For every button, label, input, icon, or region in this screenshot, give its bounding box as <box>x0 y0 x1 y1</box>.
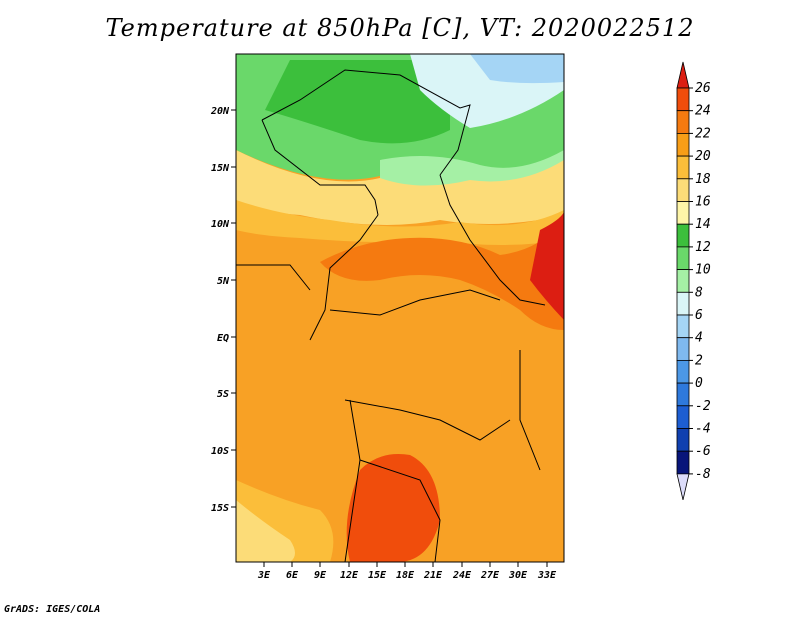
orange-hot-band <box>320 220 564 330</box>
grads-credit: GrADS: IGES/COLA <box>4 604 101 615</box>
colorbar-label: 0 <box>695 376 703 391</box>
lon-label: 18E <box>396 570 415 581</box>
colorbar-segment <box>676 87 690 112</box>
lon-label: 9E <box>314 570 327 581</box>
colorbar-segment <box>676 132 690 157</box>
light-blue-region <box>470 54 564 84</box>
colorbar-segment <box>676 473 690 500</box>
lon-axis: 3E 6E 9E 12E 15E 18E 21E 24E 27E 30E 33E <box>257 562 557 581</box>
chart-title: Temperature at 850hPa [C], VT: 202002251… <box>105 14 695 42</box>
colorbar-segment <box>676 428 690 452</box>
colorbar-segment <box>676 314 690 339</box>
lat-label: 10N <box>211 219 230 230</box>
lon-label: 33E <box>537 570 557 581</box>
colorbar-label: 6 <box>695 308 703 323</box>
colorbar-label: 24 <box>695 104 711 119</box>
lon-label: 6E <box>286 570 299 581</box>
lon-label: 15E <box>368 570 387 581</box>
colorbar-label: -2 <box>695 399 711 414</box>
red-hot-south <box>346 454 440 562</box>
colorbar-segment <box>676 61 690 89</box>
colorbar-label: 16 <box>695 195 711 210</box>
lon-label: 24E <box>452 570 472 581</box>
colorbar-label: 8 <box>695 285 703 300</box>
lon-label: 12E <box>340 570 359 581</box>
colorbar-label: 10 <box>695 263 711 278</box>
lat-label: 15N <box>211 163 230 174</box>
lon-label: 30E <box>508 570 528 581</box>
colorbar-segment <box>676 155 690 180</box>
colorbar-segment <box>676 359 690 384</box>
lon-label: 3E <box>257 570 271 581</box>
map-panel <box>236 54 564 563</box>
yellow-band <box>236 150 564 225</box>
colorbar-label: 2 <box>695 353 703 368</box>
lon-label: 27E <box>480 570 500 581</box>
country-borders <box>236 69 546 563</box>
colorbar-label: 4 <box>695 331 703 346</box>
colorbar-label: -8 <box>695 467 711 482</box>
colorbar-label: 20 <box>695 149 711 164</box>
lat-label: EQ <box>217 333 229 344</box>
colorbar-segment <box>676 269 690 293</box>
lat-label: 10S <box>211 446 229 457</box>
colorbar-label: -4 <box>695 422 711 437</box>
colorbar-segment <box>676 382 690 407</box>
colorbar-label: 18 <box>695 172 711 187</box>
colorbar-segment <box>676 450 690 475</box>
colorbar-label: 26 <box>695 81 711 96</box>
lon-label: 21E <box>423 570 443 581</box>
lat-axis: 20N 15N 10N 5N EQ 5S 10S 15S <box>210 106 236 514</box>
lat-label: 5S <box>217 389 229 400</box>
lat-label: 20N <box>210 106 230 117</box>
colorbar-segment <box>676 337 690 361</box>
light-orange-band <box>236 200 564 245</box>
lat-label: 15S <box>211 503 229 514</box>
colorbar-segment <box>676 201 690 225</box>
map-border <box>235 53 565 563</box>
colorbar-label: 14 <box>695 217 711 232</box>
colorbar-segment <box>676 291 690 316</box>
colorbar-segment <box>676 405 690 429</box>
red-hot-east <box>530 212 564 320</box>
colorbar-segment <box>676 223 690 248</box>
yellow-southwest <box>236 500 295 562</box>
lat-label: 5N <box>217 276 230 287</box>
colorbar-segment <box>676 178 690 202</box>
colorbar-label: -6 <box>695 444 711 459</box>
dark-green-region <box>265 60 450 144</box>
colorbar-segment <box>676 110 690 134</box>
colorbar-label: 22 <box>695 126 711 141</box>
colorbar-segment <box>676 246 690 270</box>
colorbar-label: 12 <box>695 240 711 255</box>
